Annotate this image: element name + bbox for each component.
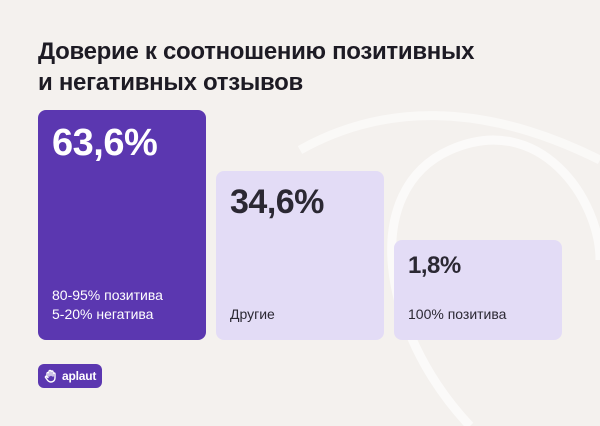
- bar-category-line: 100% позитива: [408, 306, 507, 322]
- logo-text: aplaut: [62, 369, 97, 383]
- chart-bar: 34,6% Другие: [216, 171, 384, 340]
- chart-title-line: Доверие к соотношению позитивных: [38, 38, 475, 65]
- chart-title-line: и негативных отзывов: [38, 69, 303, 96]
- chart-bar: 1,8% 100% позитива: [394, 240, 562, 340]
- bar-category-label: 100% позитива: [408, 305, 506, 324]
- bar-category-label: 80-95% позитива 5-20% негатива: [52, 286, 163, 324]
- chart-title: Доверие к соотношению позитивных и негат…: [38, 36, 558, 98]
- bar-value-label: 1,8%: [408, 252, 461, 279]
- bar-category-line: 80-95% позитива: [52, 287, 163, 303]
- aplaut-logo: aplaut: [38, 364, 102, 388]
- bar-value-label: 63,6%: [52, 122, 158, 164]
- hand-icon: [44, 369, 56, 383]
- bar-category-label: Другие: [230, 305, 275, 324]
- chart-bar: 63,6% 80-95% позитива 5-20% негатива: [38, 110, 206, 340]
- bar-value-label: 34,6%: [230, 183, 324, 221]
- bar-category-line: Другие: [230, 305, 275, 322]
- bar-category-line: 5-20% негатива: [52, 306, 154, 322]
